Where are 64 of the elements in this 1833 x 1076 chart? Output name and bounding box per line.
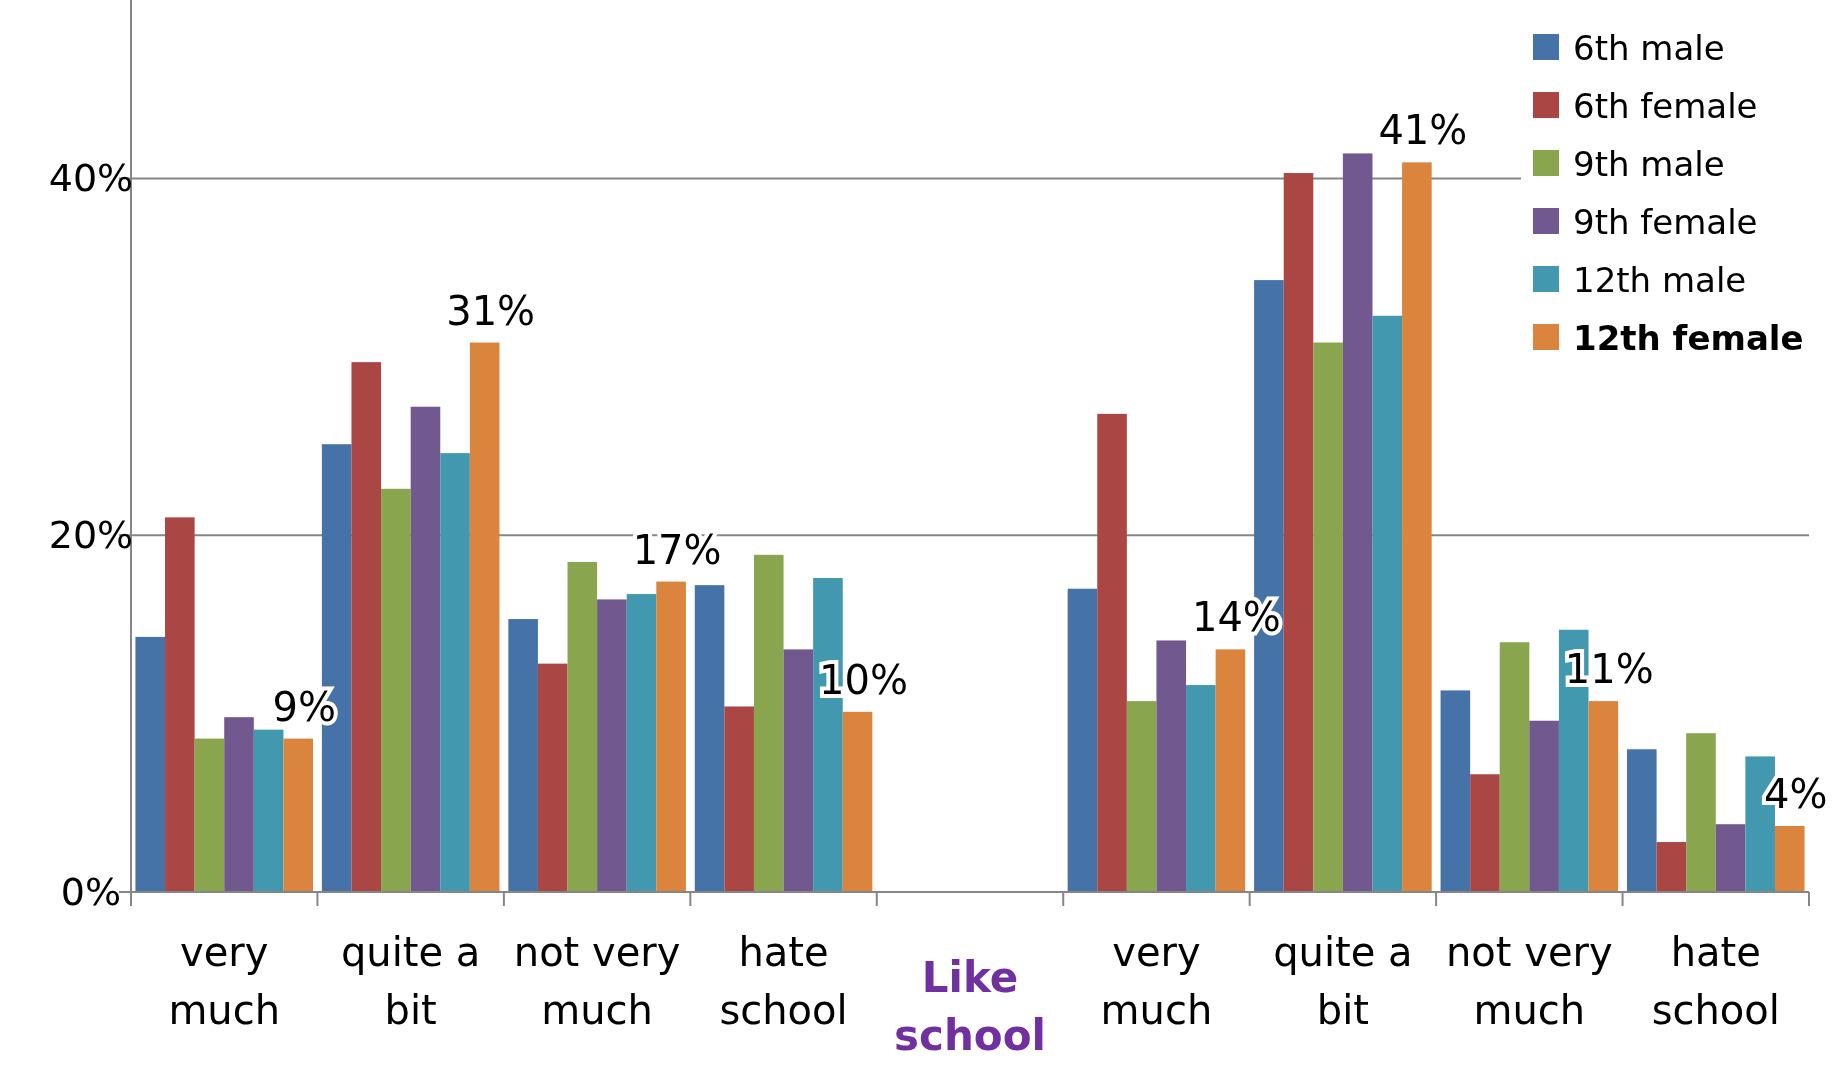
bar	[351, 362, 382, 892]
x-tick-label: not very much	[513, 929, 681, 1033]
legend-label: 6th female	[1573, 86, 1758, 126]
bar	[1372, 315, 1403, 892]
bar	[1342, 153, 1373, 892]
bar	[1774, 825, 1805, 892]
bar	[253, 729, 284, 892]
bar	[537, 663, 568, 892]
bar	[165, 517, 195, 892]
bar	[656, 581, 686, 892]
x-tick-label: very much	[1100, 929, 1213, 1033]
bar	[1156, 640, 1187, 892]
bar	[194, 738, 225, 892]
bar	[842, 711, 873, 892]
x-tick-label: Like school	[894, 953, 1046, 1060]
bar	[567, 561, 598, 892]
x-tick-label: hate school	[1651, 929, 1780, 1033]
bar	[508, 619, 538, 892]
y-tick-label: 40%	[48, 156, 134, 201]
bar	[1215, 649, 1246, 892]
bar	[1097, 413, 1127, 892]
data-label: 17%	[632, 526, 722, 573]
legend-label: 9th female	[1573, 202, 1758, 242]
bar	[724, 706, 754, 892]
bar	[1626, 749, 1657, 892]
bar	[410, 406, 441, 892]
bar	[135, 636, 166, 892]
bar	[694, 585, 725, 892]
bar	[1686, 733, 1716, 892]
legend-label: 12th female	[1573, 318, 1804, 358]
bar	[381, 488, 411, 892]
data-label: 41%	[1378, 107, 1468, 154]
bar	[1656, 842, 1687, 892]
legend-label: 9th male	[1573, 144, 1725, 184]
bar	[1470, 774, 1500, 892]
x-tick-label: not very much	[1446, 929, 1613, 1033]
x-tick-label: quite a bit	[1273, 929, 1413, 1033]
bar	[1588, 701, 1619, 892]
bar	[440, 453, 470, 892]
y-tick-label: 0%	[60, 870, 122, 914]
bar	[1499, 642, 1530, 892]
bar	[1715, 824, 1746, 892]
bar	[783, 649, 814, 892]
bar	[626, 594, 657, 892]
bar	[597, 599, 627, 892]
data-label: 31%	[446, 287, 536, 334]
x-tick-label: quite a bit	[340, 929, 481, 1033]
legend-label: 12th male	[1573, 260, 1747, 300]
x-tick-label: very much	[168, 929, 281, 1033]
bar	[224, 717, 254, 892]
bar	[283, 738, 314, 892]
bar	[1186, 685, 1216, 892]
bar	[1126, 701, 1157, 892]
bar	[1283, 173, 1314, 892]
bar	[753, 554, 784, 892]
bar	[469, 342, 500, 892]
bar	[1440, 690, 1471, 892]
bar	[1529, 720, 1559, 892]
x-tick-label: hate school	[719, 929, 848, 1033]
bar	[1313, 342, 1343, 892]
y-tick-label: 20%	[48, 513, 134, 558]
legend-label: 6th male	[1573, 28, 1725, 68]
bar	[1402, 162, 1432, 892]
bar	[1067, 588, 1098, 892]
